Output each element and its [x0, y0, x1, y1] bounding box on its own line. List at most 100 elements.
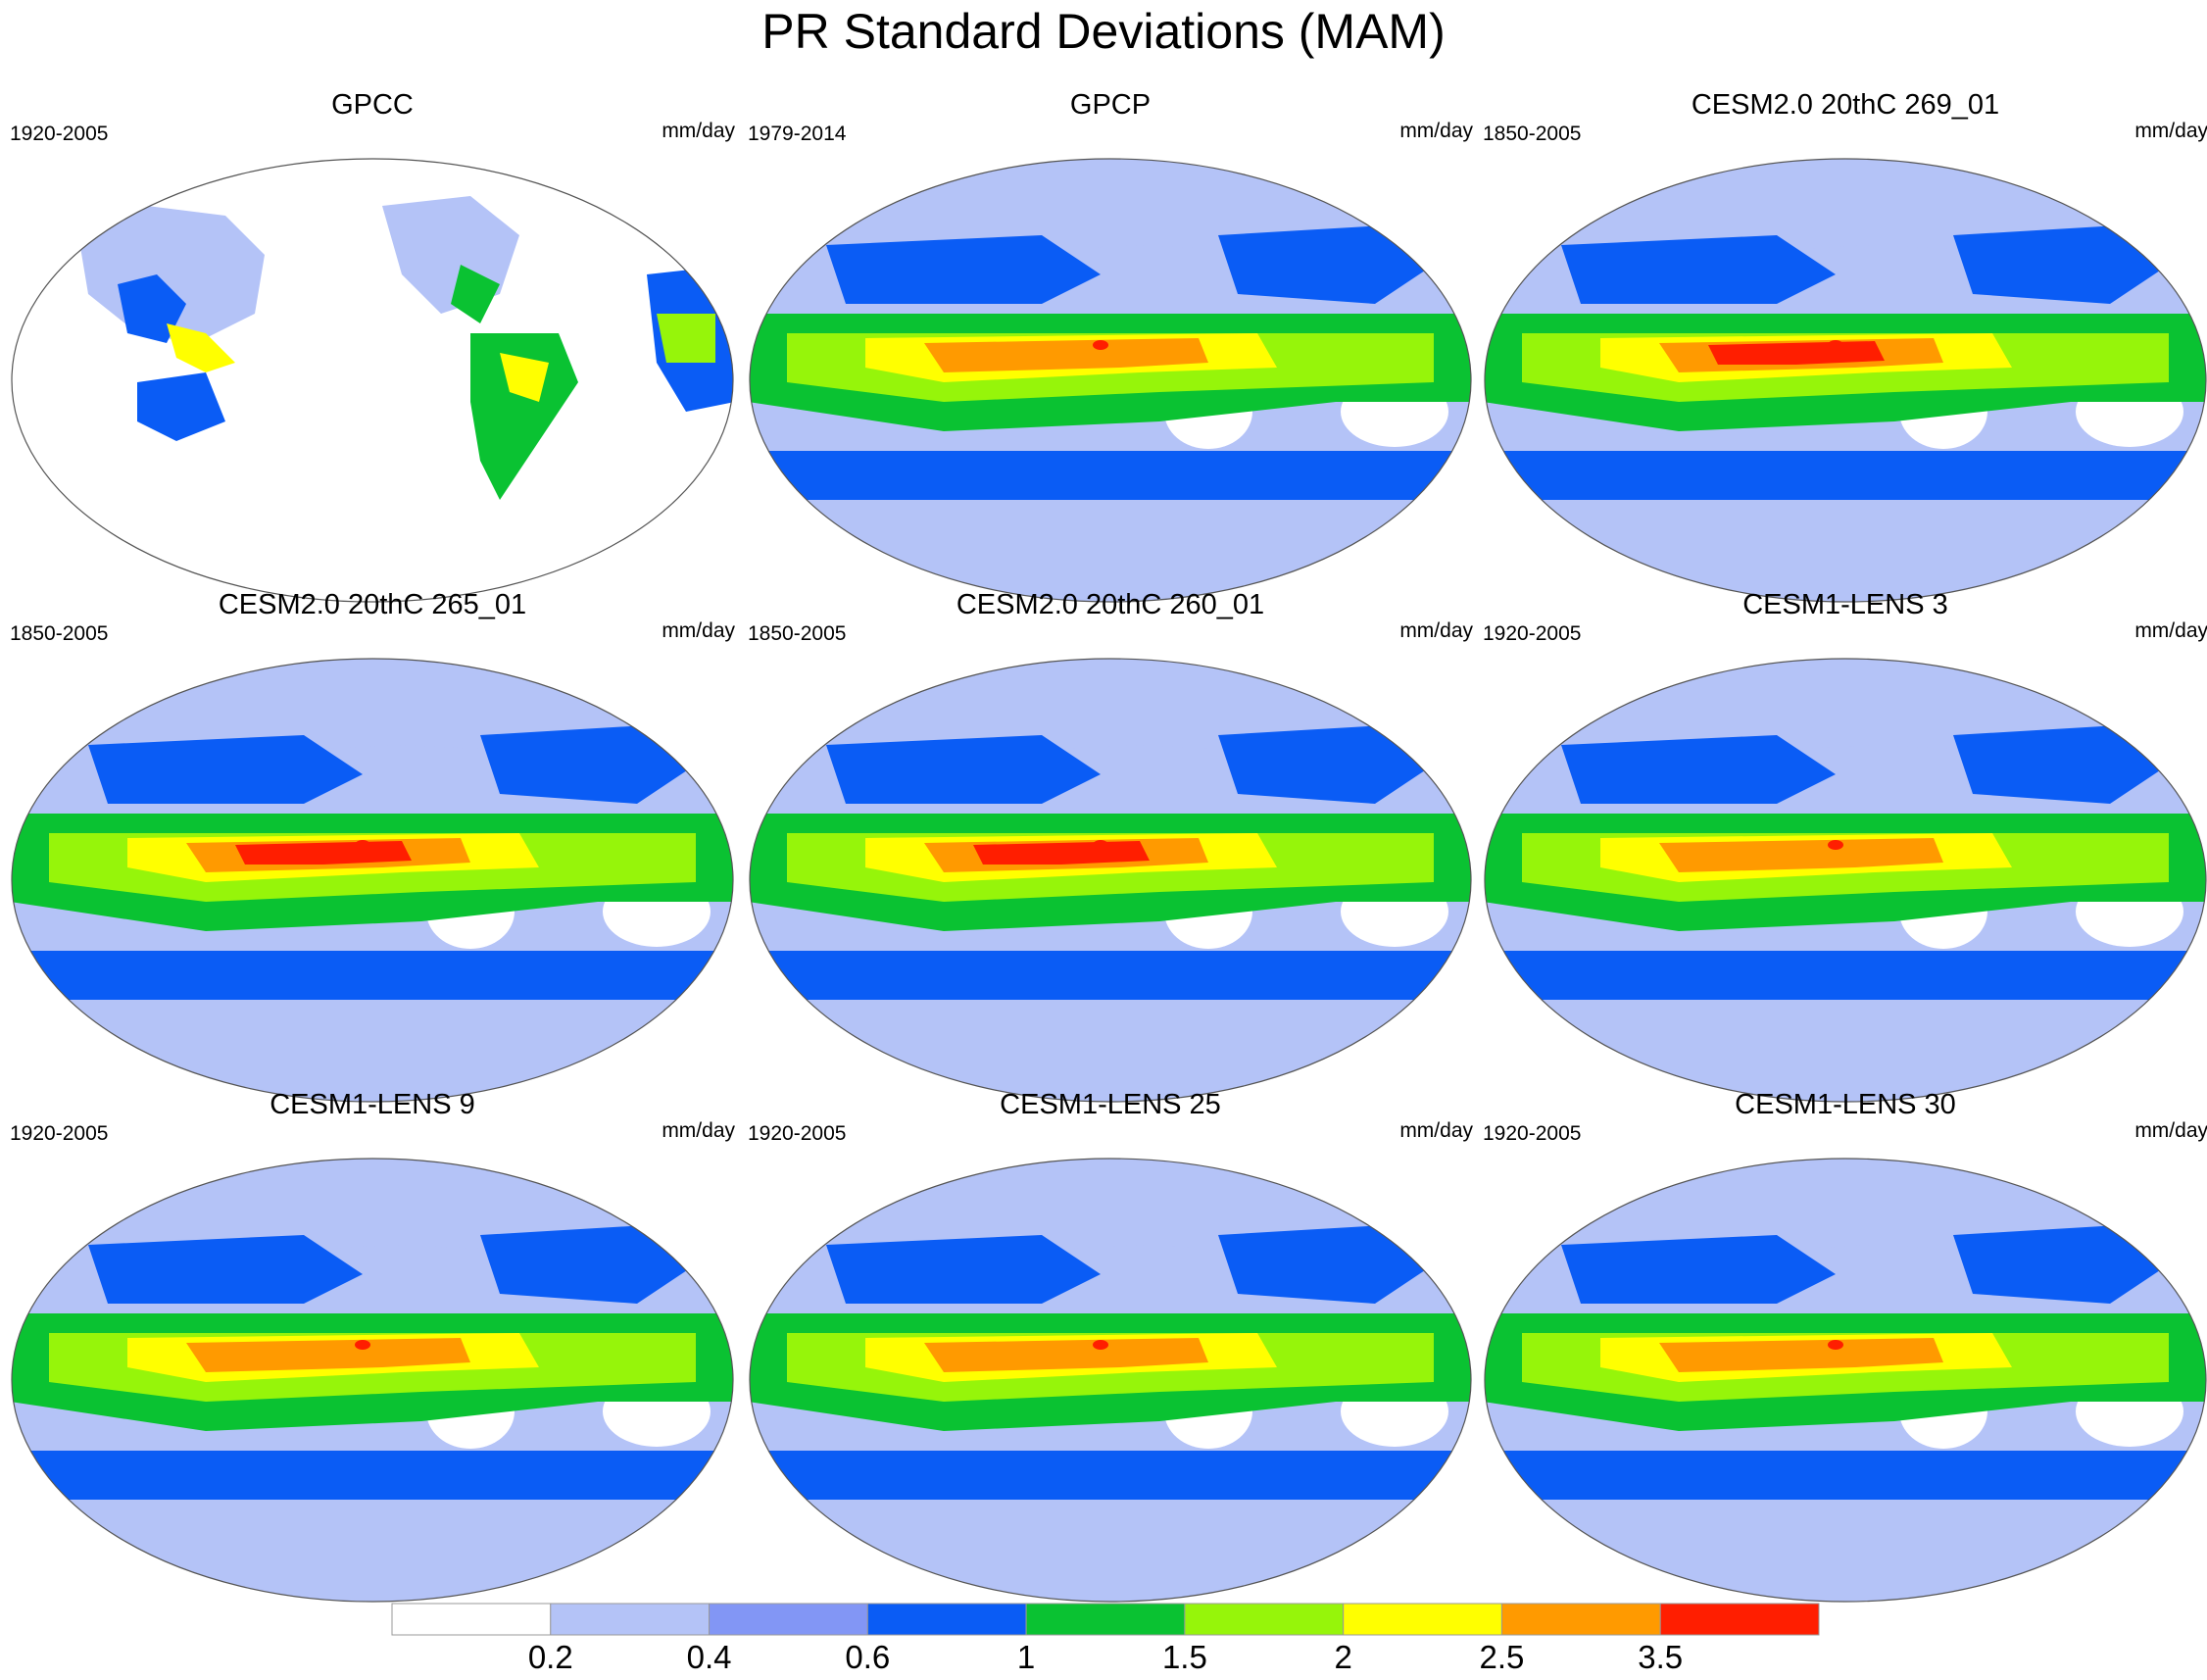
map-outline: [1484, 158, 2207, 603]
east-pacific-maximum: [1828, 840, 1843, 850]
north-atlantic-storm-track: [1953, 1225, 2169, 1304]
colorbar-swatch: [1025, 1603, 1186, 1636]
southern-storm-track: [750, 1451, 1471, 1500]
map-panel: CESM1-LENS 30 1920-2005 mm/day: [1483, 1088, 2207, 1603]
east-pacific-maximum: [355, 1340, 370, 1350]
panel-units: mm/day: [2134, 1119, 2207, 1142]
map-outline: [749, 158, 1472, 603]
itcz-orange: [1659, 1338, 1943, 1372]
panel-units: mm/day: [662, 619, 735, 642]
panel-units: mm/day: [1399, 619, 1473, 642]
map-outline: [11, 658, 734, 1103]
colorbar-tick-label: 1: [1016, 1639, 1036, 1675]
map-panel: CESM1-LENS 3 1920-2005 mm/day: [1483, 588, 2207, 1103]
north-atlantic-storm-track: [1218, 1225, 1434, 1304]
map-svg: [1484, 658, 2207, 1103]
east-pacific-maximum: [1828, 340, 1843, 350]
panel-units: mm/day: [2134, 120, 2207, 142]
north-atlantic-storm-track: [480, 725, 696, 804]
map-outline: [1484, 658, 2207, 1103]
colorbar-swatch: [1343, 1603, 1502, 1636]
panel-years: 1920-2005: [1483, 622, 1582, 645]
colorbar-tick-label: 3.5: [1638, 1639, 1684, 1675]
map-panel: CESM1-LENS 25 1920-2005 mm/day: [748, 1088, 1473, 1603]
map-panel: CESM1-LENS 9 1920-2005 mm/day: [10, 1088, 735, 1603]
north-pacific-storm-track: [1561, 735, 1836, 804]
southern-storm-track: [1485, 451, 2206, 500]
panel-years: 1920-2005: [1483, 1122, 1582, 1145]
panel-title: CESM1-LENS 30: [1735, 1089, 1956, 1120]
panel-title: CESM2.0 20thC 265_01: [218, 589, 527, 620]
colorbar-swatch: [1184, 1603, 1345, 1636]
east-pacific-maximum: [1093, 1340, 1108, 1350]
north-pacific-storm-track: [826, 735, 1101, 804]
map-outline: [11, 158, 734, 603]
maritime-continent-shading: [167, 323, 235, 372]
amazon-shading: [500, 353, 549, 402]
map-svg: [749, 1158, 1472, 1603]
panel-years: 1850-2005: [10, 622, 109, 645]
north-pacific-storm-track: [88, 1235, 363, 1304]
itcz-orange: [186, 1338, 470, 1372]
panel-years: 1850-2005: [1483, 123, 1582, 145]
map-svg: [1484, 158, 2207, 603]
map-svg: [11, 158, 734, 603]
southern-storm-track: [12, 951, 733, 1000]
north-pacific-storm-track: [826, 235, 1101, 304]
itcz-orange: [924, 1338, 1208, 1372]
colorbar-tick-label: 1.5: [1161, 1639, 1207, 1675]
map-panel: CESM2.0 20thC 260_01 1850-2005 mm/day: [748, 588, 1473, 1103]
southern-storm-track: [12, 1451, 733, 1500]
panel-units: mm/day: [662, 1119, 735, 1142]
panel-title: CESM1-LENS 25: [1000, 1089, 1221, 1120]
map-panel: CESM2.0 20thC 269_01 1850-2005 mm/day: [1483, 88, 2207, 603]
north-pacific-storm-track: [88, 735, 363, 804]
colorbar-tick-label: 0.2: [527, 1639, 573, 1675]
southern-storm-track: [750, 451, 1471, 500]
map-svg: [1484, 1158, 2207, 1603]
map-svg: [749, 658, 1472, 1103]
map-outline: [749, 1158, 1472, 1603]
map-svg: [749, 158, 1472, 603]
panel-units: mm/day: [1399, 120, 1473, 142]
colorbar-tick-label: 2.5: [1479, 1639, 1525, 1675]
itcz-orange: [1659, 838, 1943, 872]
southern-storm-track: [1485, 951, 2206, 1000]
map-panel: GPCC 1920-2005 mm/day: [10, 88, 735, 603]
panel-years: 1920-2005: [10, 1122, 109, 1145]
southern-storm-track: [750, 951, 1471, 1000]
north-atlantic-storm-track: [480, 1225, 696, 1304]
colorbar-swatch: [866, 1603, 1027, 1636]
colorbar-swatch: [709, 1603, 868, 1636]
colorbar-swatch: [1659, 1603, 1820, 1636]
north-pacific-storm-track: [1561, 235, 1836, 304]
panel-title: CESM1-LENS 3: [1742, 589, 1948, 620]
map-outline: [11, 1158, 734, 1603]
map-svg: [11, 1158, 734, 1603]
panel-years: 1920-2005: [748, 1122, 847, 1145]
north-atlantic-storm-track: [1218, 725, 1434, 804]
central-africa-shading: [657, 314, 715, 363]
north-atlantic-storm-track: [1953, 225, 2169, 304]
australia-shading: [137, 372, 225, 441]
colorbar-tick-label: 2: [1334, 1639, 1352, 1675]
panel-units: mm/day: [662, 120, 735, 142]
panel-units: mm/day: [2134, 619, 2207, 642]
southern-storm-track: [1485, 1451, 2206, 1500]
panel-years: 1979-2014: [748, 123, 847, 145]
panel-title: GPCP: [1069, 89, 1152, 121]
colorbar-tick-label: 0.4: [686, 1639, 732, 1675]
central-america-shading: [451, 265, 500, 323]
panel-title: CESM2.0 20thC 269_01: [1691, 89, 2000, 121]
colorbar-swatch: [391, 1603, 552, 1636]
itcz-orange: [924, 338, 1208, 372]
north-pacific-storm-track: [1561, 1235, 1836, 1304]
south-america-shading: [470, 333, 578, 500]
north-atlantic-storm-track: [1218, 225, 1434, 304]
colorbar-tick-label: 0.6: [845, 1639, 891, 1675]
colorbar-swatch: [550, 1603, 711, 1636]
east-pacific-maximum: [1093, 340, 1108, 350]
figure-title: PR Standard Deviations (MAM): [761, 4, 1446, 59]
north-atlantic-storm-track: [1953, 725, 2169, 804]
